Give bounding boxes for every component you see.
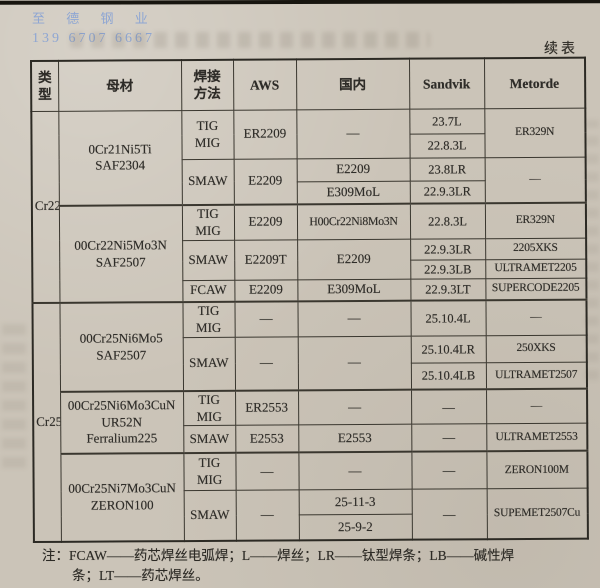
cell-domestic: — <box>298 451 412 491</box>
cell-base-metal: 00Cr22Ni5Mo3N SAF2507 <box>58 205 183 303</box>
cell-sandvik: 22.9.3LT <box>410 278 486 301</box>
cell-metorde: ULTRAMET2553 <box>486 423 588 451</box>
welding-materials-table: 类型 母材 焊接 方法 AWS 国内 Sandvik Metorde Cr22 … <box>30 56 589 543</box>
cell-type: Cr25 <box>32 302 61 542</box>
cell-sandvik: — <box>411 450 487 490</box>
cell-aws: ER2553 <box>235 390 299 426</box>
cell-metorde: ZERON100M <box>486 450 588 489</box>
cell-aws: — <box>234 336 299 391</box>
cell-metorde: SUPEMET2507Cu <box>486 488 588 539</box>
column-header-type: 类型 <box>31 60 59 111</box>
cell-aws: — <box>234 301 298 337</box>
cell-base-metal: 00Cr25Ni6Mo3CuN UR52N Ferralium225 <box>60 391 184 454</box>
cell-weld-method: SMAW <box>183 490 236 541</box>
cell-metorde: — <box>485 299 587 336</box>
cell-metorde: 250XKS <box>485 334 587 363</box>
cell-domestic: E2209 <box>297 238 411 280</box>
cell-sandvik: 22.9.3LB <box>410 259 486 279</box>
cell-weld-method: FCAW <box>182 279 235 303</box>
column-header-weld-method: 焊接 方法 <box>181 59 234 111</box>
watermark-company-name: 至 德 钢 业 <box>32 11 157 26</box>
cell-domestic: H00Cr22Ni8Mo3N <box>296 203 411 240</box>
table-row: 00Cr25Ni7Mo3CuN ZERON100 TIG MIG — — — Z… <box>33 450 588 542</box>
cell-metorde: 2205XKS <box>485 237 587 260</box>
cell-domestic: E309MoL <box>296 180 410 205</box>
cell-weld-method: SMAW <box>182 336 236 392</box>
column-header-metorde: Metorde <box>483 57 586 109</box>
table-header-row: 类型 母材 焊接 方法 AWS 国内 Sandvik Metorde <box>31 57 586 111</box>
cell-domestic: 25-11-3 <box>298 489 412 516</box>
cell-domestic: — <box>298 389 412 426</box>
watermark: 至 德 钢 业 139 6707 6667 <box>32 10 157 49</box>
cell-sandvik: 25.10.4LR <box>410 335 486 363</box>
column-header-domestic: 国内 <box>296 58 410 110</box>
cell-weld-method: SMAW <box>182 239 235 281</box>
footnote-line-1: 注：FCAW——药芯焊丝电弧焊；L——焊丝；LR——钛型焊条；LB——碱性焊 <box>42 548 515 563</box>
cell-sandvik: — <box>411 423 487 452</box>
cell-weld-method: TIG MIG <box>183 390 236 426</box>
cell-aws: E2553 <box>235 425 299 453</box>
cell-domestic: — <box>297 335 412 391</box>
cell-aws: — <box>235 490 299 541</box>
watermark-phone-number: 139 6707 6667 <box>32 30 152 46</box>
cell-metorde: — <box>486 388 588 424</box>
cell-weld-method: TIG MIG <box>183 452 236 491</box>
cell-sandvik: 22.9.3LR <box>409 180 485 204</box>
cell-metorde: ER329N <box>484 202 587 239</box>
cell-sandvik: 23.8LR <box>409 157 485 181</box>
cell-aws: — <box>235 452 299 491</box>
cell-aws: E2209 <box>233 204 298 240</box>
cell-aws: E2209 <box>233 158 297 205</box>
cell-weld-method: SMAW <box>183 425 236 453</box>
cell-aws: E2209T <box>234 239 298 280</box>
cell-metorde: ULTRAMET2507 <box>485 361 588 390</box>
cell-sandvik: 25.10.4L <box>410 300 486 336</box>
cell-metorde: SUPERCODE2205 <box>485 277 587 301</box>
table-row: 00Cr22Ni5Mo3N SAF2507 TIG MIG E2209 H00C… <box>32 202 587 303</box>
cell-sandvik: — <box>411 389 487 425</box>
cell-weld-method: TIG MIG <box>181 204 235 241</box>
cell-domestic: — <box>297 300 411 337</box>
cell-aws: ER2209 <box>233 109 297 159</box>
cell-domestic: E2209 <box>296 157 410 182</box>
cell-base-metal: 00Cr25Ni7Mo3CuN ZERON100 <box>60 452 184 542</box>
table-row: Cr22 0Cr21Ni5Ti SAF2304 TIG MIG ER2209 —… <box>31 107 586 303</box>
cell-aws: E2209 <box>234 279 298 302</box>
cell-sandvik: 23.7L <box>409 108 485 134</box>
cell-metorde: — <box>484 156 586 204</box>
cell-weld-method: SMAW <box>181 158 234 206</box>
table-row: Cr25 00Cr25Ni6Mo5 SAF2507 TIG MIG — — 25… <box>32 299 587 542</box>
cell-weld-method: TIG MIG <box>181 109 234 160</box>
footnote: 注：FCAW——药芯焊丝电弧焊；L——焊丝；LR——钛型焊条；LB——碱性焊 条… <box>42 546 582 587</box>
cell-weld-method: TIG MIG <box>182 301 235 338</box>
cell-type: Cr22 <box>31 110 60 303</box>
column-header-sandvik: Sandvik <box>408 58 485 109</box>
cell-sandvik: — <box>411 488 487 540</box>
bleed-through-artifact <box>2 318 26 468</box>
cell-metorde: ER329N <box>484 107 586 158</box>
column-header-aws: AWS <box>233 59 297 110</box>
bleed-through-artifact <box>70 32 430 48</box>
continued-table-label: 续表 <box>544 42 578 57</box>
cell-domestic: E2553 <box>298 424 412 453</box>
cell-base-metal: 0Cr21Ni5Ti SAF2304 <box>58 110 182 206</box>
cell-sandvik: 22.8.3L <box>409 133 485 158</box>
bleed-through-artifact <box>585 120 599 380</box>
table-row: 00Cr25Ni6Mo3CuN UR52N Ferralium225 TIG M… <box>33 388 588 454</box>
cell-sandvik: 25.10.4LB <box>410 362 487 390</box>
footnote-line-2: 条；LT——药芯焊丝。 <box>72 568 209 584</box>
cell-sandvik: 22.9.3LR <box>410 238 486 260</box>
column-header-base-metal: 母材 <box>58 60 182 111</box>
cell-domestic: — <box>296 108 410 159</box>
cell-metorde: ULTRAMET2205 <box>485 258 587 279</box>
cell-domestic: E309MoL <box>297 278 411 302</box>
scan-edge-artifact <box>0 0 600 5</box>
cell-domestic: 25-9-2 <box>298 514 412 541</box>
cell-sandvik: 22.8.3L <box>409 203 486 239</box>
cell-base-metal: 00Cr25Ni6Mo5 SAF2507 <box>59 302 184 392</box>
